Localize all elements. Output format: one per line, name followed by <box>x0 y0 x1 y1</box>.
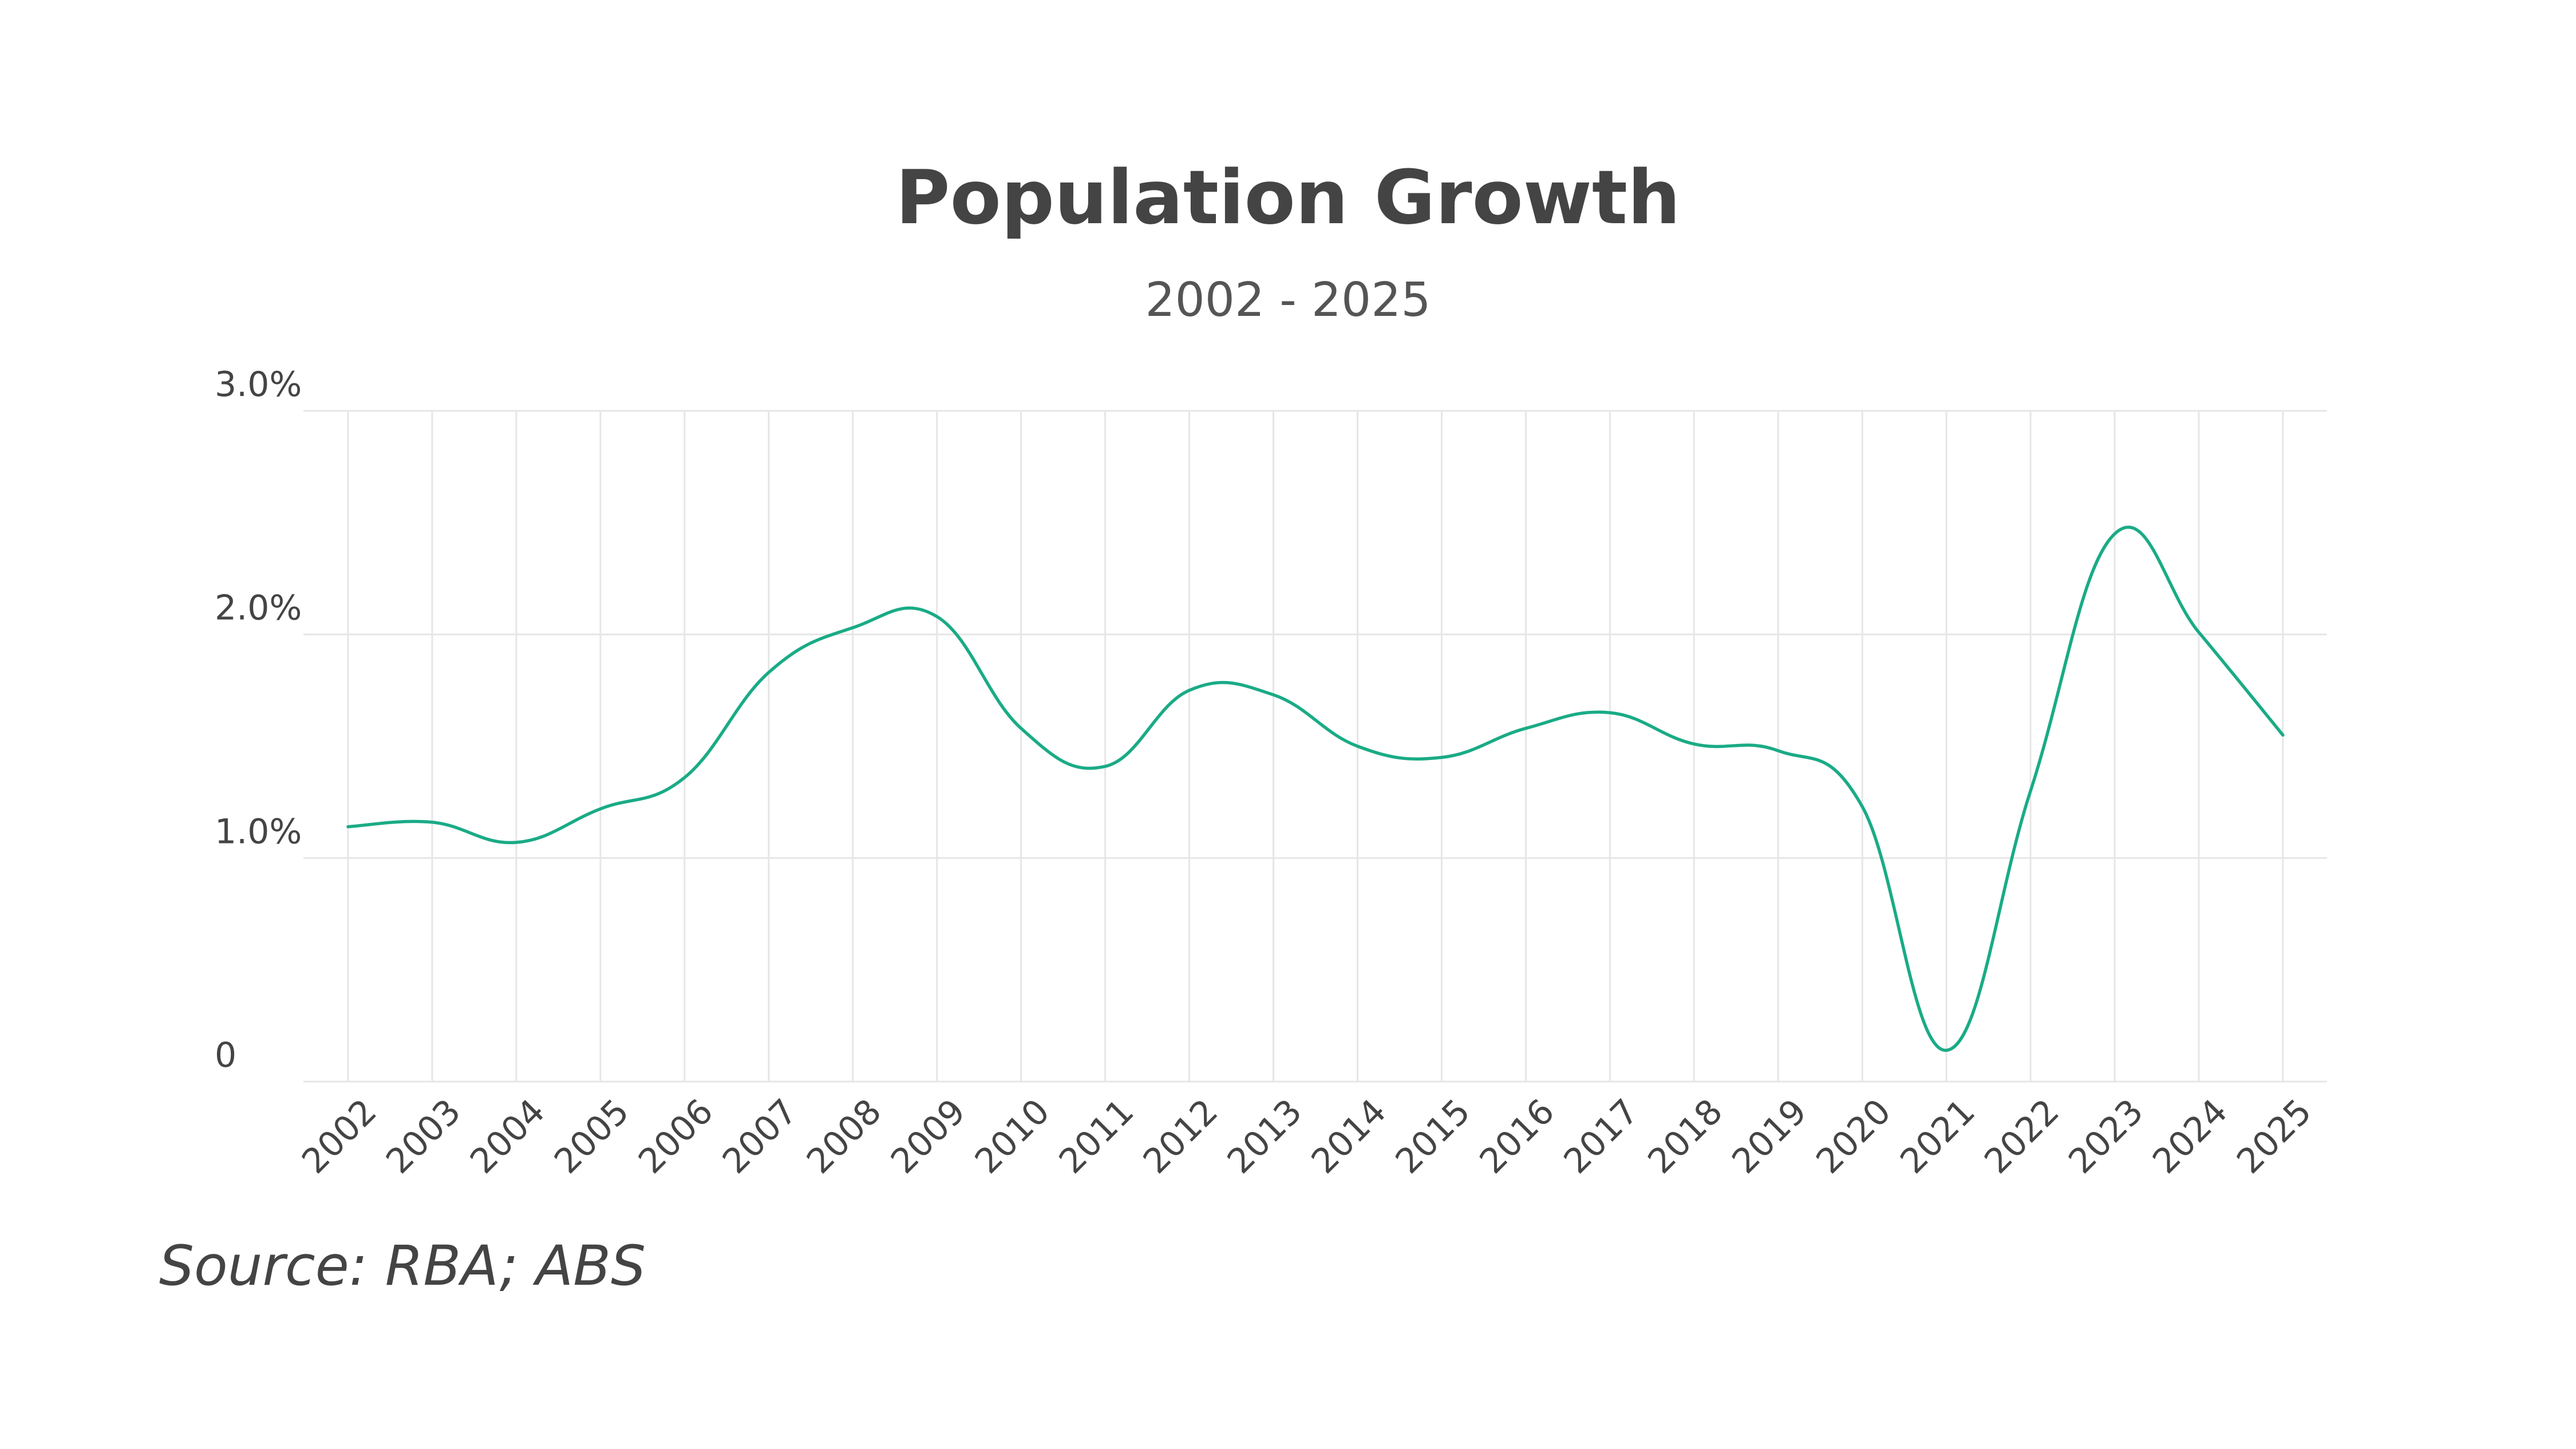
data-point-2003[interactable] <box>426 817 438 828</box>
data-point-2016[interactable] <box>1520 723 1531 734</box>
x-tick-label: 2004 <box>463 1091 552 1181</box>
x-tick-label: 2022 <box>1977 1091 2067 1181</box>
y-tick-label: 1.0% <box>215 811 302 852</box>
data-point-2007[interactable] <box>763 667 775 678</box>
source-note: Source: RBA; ABS <box>159 1234 646 1298</box>
x-tick-label: 2012 <box>1136 1091 1226 1181</box>
y-tick-label: 2.0% <box>215 588 302 628</box>
x-tick-label: 2019 <box>1725 1091 1815 1181</box>
x-tick-label: 2017 <box>1556 1091 1646 1181</box>
data-point-2022[interactable] <box>2025 785 2036 797</box>
data-point-2024[interactable] <box>2193 627 2204 638</box>
y-tick-label: 0 <box>215 1035 236 1075</box>
data-point-2005[interactable] <box>595 803 606 814</box>
data-point-2014[interactable] <box>1352 741 1363 752</box>
x-tick-label: 2008 <box>799 1091 889 1181</box>
x-tick-label: 2010 <box>967 1091 1057 1181</box>
data-point-2004[interactable] <box>511 837 522 848</box>
data-point-2006[interactable] <box>679 772 690 783</box>
x-tick-label: 2023 <box>2061 1091 2151 1181</box>
data-point-2023[interactable] <box>2109 528 2120 540</box>
x-tick-label: 2016 <box>1472 1091 1562 1181</box>
data-point-2010[interactable] <box>1016 723 1027 734</box>
data-point-2018[interactable] <box>1688 738 1700 750</box>
x-tick-label: 2021 <box>1893 1091 1982 1181</box>
x-tick-label: 2025 <box>2229 1091 2319 1181</box>
x-tick-label: 2005 <box>547 1091 637 1181</box>
x-tick-label: 2024 <box>2145 1091 2235 1181</box>
data-point-2015[interactable] <box>1436 752 1447 763</box>
data-point-2017[interactable] <box>1604 707 1615 718</box>
data-point-2020[interactable] <box>1856 801 1868 812</box>
data-point-2021[interactable] <box>1941 1044 1952 1056</box>
x-tick-label: 2020 <box>1808 1091 1898 1181</box>
x-tick-label: 2003 <box>378 1091 468 1181</box>
data-point-2019[interactable] <box>1772 745 1784 757</box>
y-tick-label: 3.0% <box>215 365 302 405</box>
x-axis-ticks: 2002200320042005200620072008200920102011… <box>294 1091 2319 1181</box>
y-axis-ticks: 0 1.0% 2.0% 3.0% <box>215 365 302 1075</box>
gridlines <box>303 410 2327 1083</box>
data-point-2011[interactable] <box>1100 761 1111 772</box>
data-point-2012[interactable] <box>1184 684 1195 696</box>
x-tick-label: 2015 <box>1388 1091 1478 1181</box>
data-point-2008[interactable] <box>847 622 859 634</box>
series-layer <box>342 525 2289 1056</box>
chart-title: Population Growth <box>895 154 1680 241</box>
x-tick-label: 2011 <box>1052 1091 1141 1181</box>
chart-subtitle: 2002 - 2025 <box>1145 273 1431 327</box>
x-tick-label: 2009 <box>883 1091 973 1181</box>
x-tick-label: 2013 <box>1220 1091 1310 1181</box>
x-tick-label: 2006 <box>631 1091 721 1181</box>
series-line <box>346 525 2285 1052</box>
data-point-2009[interactable] <box>931 611 943 622</box>
x-tick-label: 2018 <box>1641 1091 1730 1181</box>
data-point-2002[interactable] <box>342 821 354 833</box>
x-tick-label: 2014 <box>1304 1091 1394 1181</box>
x-tick-label: 2007 <box>715 1091 805 1181</box>
data-point-2013[interactable] <box>1268 689 1279 700</box>
data-point-2025[interactable] <box>2277 729 2289 741</box>
x-tick-label: 2002 <box>294 1091 384 1181</box>
